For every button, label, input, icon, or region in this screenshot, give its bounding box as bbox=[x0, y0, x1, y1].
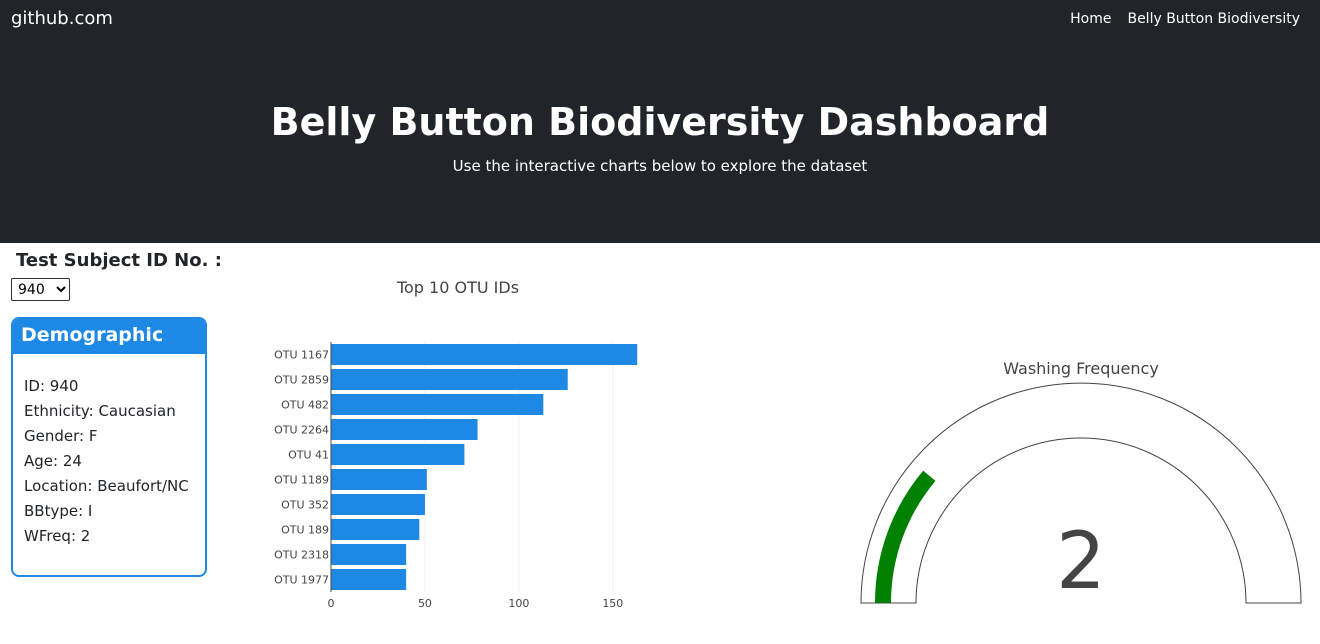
demographic-panel: Demographic Info ID: 940 Ethnicity: Cauc… bbox=[11, 317, 207, 577]
nav-home-link[interactable]: Home bbox=[1070, 11, 1112, 27]
bar-chart-y-tick-label: OTU 1167 bbox=[274, 349, 329, 362]
bar-chart-bar bbox=[331, 369, 568, 390]
bar-chart-x-tick-label: 50 bbox=[418, 597, 432, 610]
bar-chart-bar bbox=[331, 494, 425, 515]
meta-ethnicity: Ethnicity: Caucasian bbox=[24, 402, 176, 420]
bar-chart-y-tick-label: OTU 189 bbox=[281, 524, 329, 537]
gauge-title: Washing Frequency bbox=[1003, 359, 1159, 378]
page-title: Belly Button Biodiversity Dashboard bbox=[270, 100, 1050, 144]
gauge-value-bar bbox=[875, 470, 936, 603]
meta-wfreq: WFreq: 2 bbox=[24, 527, 91, 545]
bar-chart-x-tick-label: 150 bbox=[602, 597, 623, 610]
bar-chart-x-tick-label: 0 bbox=[328, 597, 335, 610]
bar-chart-bar bbox=[331, 444, 465, 465]
meta-gender: Gender: F bbox=[24, 427, 98, 445]
meta-location: Location: Beaufort/NC bbox=[24, 477, 189, 495]
meta-age: Age: 24 bbox=[24, 452, 82, 470]
bar-chart-bar bbox=[331, 394, 544, 415]
bar-chart-y-tick-label: OTU 2859 bbox=[274, 374, 329, 387]
nav-links: Home Belly Button Biodiversity bbox=[1070, 11, 1300, 27]
subject-id-label: Test Subject ID No. : bbox=[16, 250, 222, 271]
page-subtitle: Use the interactive charts below to expl… bbox=[452, 157, 868, 175]
bar-chart-y-tick-label: OTU 352 bbox=[281, 499, 329, 512]
bar-chart-bar bbox=[331, 419, 478, 440]
bar-chart-y-tick-label: OTU 2264 bbox=[274, 424, 329, 437]
bar-chart-bar bbox=[331, 344, 638, 365]
bar-chart-y-tick-label: OTU 482 bbox=[281, 399, 329, 412]
bar-chart-y-tick-label: OTU 1977 bbox=[274, 574, 329, 587]
bar-chart-bar bbox=[331, 519, 420, 540]
bar-chart-y-tick-label: OTU 41 bbox=[288, 449, 329, 462]
subject-id-select[interactable]: 940 bbox=[11, 278, 70, 301]
bar-chart-x-tick-label: 100 bbox=[508, 597, 529, 610]
gauge-value-label: 2 bbox=[1056, 517, 1106, 607]
meta-bbtype: BBtype: I bbox=[24, 502, 93, 520]
bar-chart-y-tick-label: OTU 2318 bbox=[274, 549, 329, 562]
brand-link[interactable]: github.com bbox=[11, 8, 113, 29]
bar-chart-bar bbox=[331, 469, 427, 490]
hero-banner: Belly Button Biodiversity Dashboard Use … bbox=[0, 40, 1320, 243]
gauge-chart: Washing Frequency 2 bbox=[860, 359, 1302, 607]
bar-chart-bar bbox=[331, 569, 407, 590]
bar-chart-y-tick-label: OTU 1189 bbox=[274, 474, 329, 487]
bar-chart-title: Top 10 OTU IDs bbox=[396, 278, 519, 297]
gauge-track bbox=[860, 382, 1302, 604]
bar-chart: Top 10 OTU IDs 0 50 100 150 OTU 1167 OTU 2859 O… bbox=[274, 278, 638, 610]
meta-id: ID: 940 bbox=[24, 377, 79, 395]
bar-chart-bar bbox=[331, 544, 407, 565]
demographic-panel-body: ID: 940 Ethnicity: Caucasian Gender: F A… bbox=[13, 354, 205, 549]
demographic-panel-heading: Demographic Info bbox=[13, 319, 205, 379]
nav-biodiversity-link[interactable]: Belly Button Biodiversity bbox=[1127, 11, 1300, 27]
navbar: github.com Home Belly Button Biodiversit… bbox=[0, 0, 1320, 40]
